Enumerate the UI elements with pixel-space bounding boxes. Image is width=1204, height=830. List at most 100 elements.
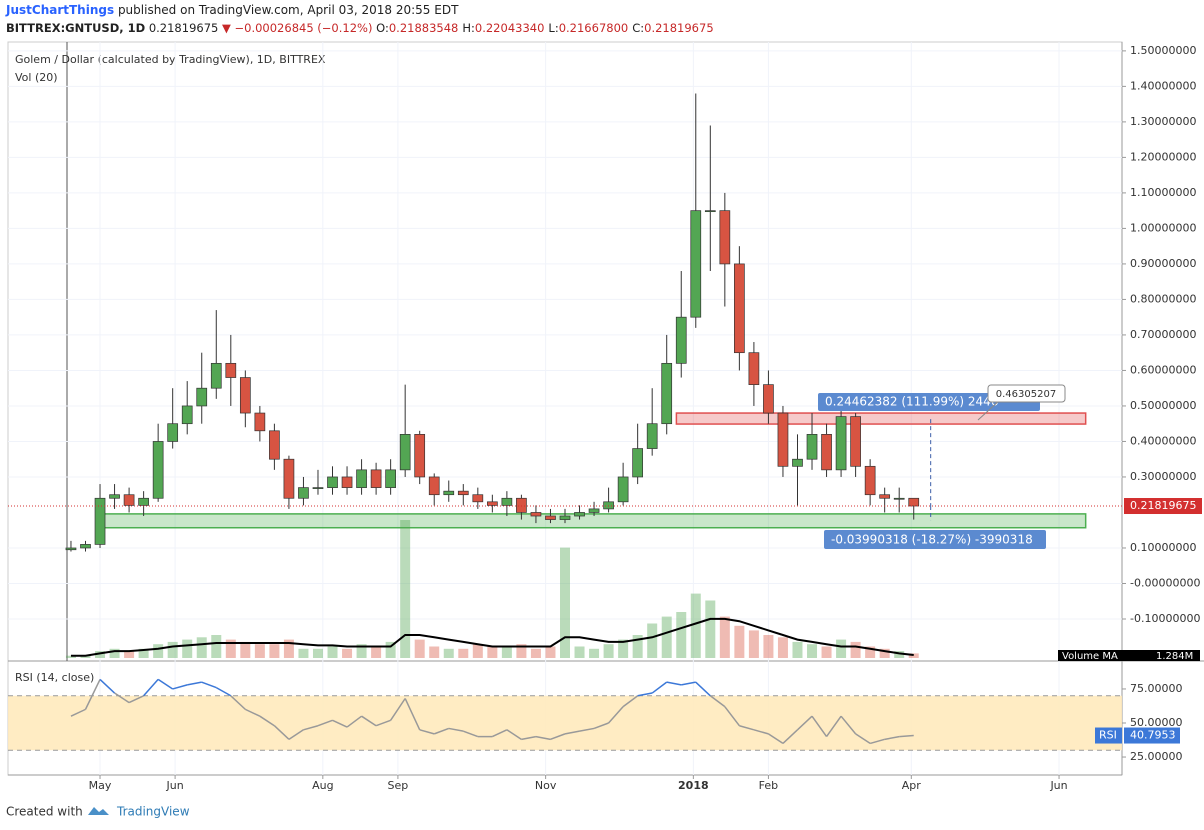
rsi-line — [361, 715, 377, 727]
y-tick-label: 0.70000000 — [1130, 328, 1196, 341]
rsi-line — [825, 715, 842, 738]
candle-body — [80, 544, 91, 549]
volume-bar — [574, 646, 585, 658]
rsi-line — [564, 730, 580, 735]
candle-body — [94, 497, 106, 545]
candle-body — [269, 430, 280, 460]
x-tick-label: 2018 — [678, 779, 709, 792]
rsi-line — [143, 678, 159, 697]
rsi-line — [99, 678, 116, 694]
candle-body — [893, 497, 905, 500]
candle-body — [239, 377, 251, 414]
ohlc: O:0.21883548 H:0.22043340 L:0.21667800 C:0.… — [376, 21, 718, 35]
rsi-line — [128, 695, 144, 704]
author[interactable]: JustChartThings — [6, 3, 115, 17]
rsi-line — [84, 679, 101, 710]
volume-bar — [879, 648, 890, 658]
candle-body — [864, 465, 876, 496]
last-price-tag — [1124, 498, 1202, 515]
ohlc-value: 0.22043340 — [474, 21, 545, 35]
candle-body — [777, 412, 789, 467]
volume-bar — [356, 644, 367, 658]
y-tick-label: -0.00000000 — [1130, 576, 1200, 589]
x-tick-label: Nov — [535, 779, 557, 792]
y-tick-label: 1.20000000 — [1130, 150, 1196, 163]
volume-bar — [850, 641, 861, 658]
measure-down-label: -0.03990318 (-18.27%) -3990318 — [831, 533, 1033, 547]
rsi-line — [869, 738, 885, 745]
candle-body — [675, 316, 687, 364]
ohlc-label: L: — [548, 21, 559, 35]
y-tick-label: 1.30000000 — [1130, 115, 1196, 128]
candle-body — [341, 476, 353, 488]
candle-body — [399, 434, 411, 471]
candle-body — [225, 362, 237, 378]
measure-up-box — [818, 393, 1040, 411]
x-tick-label: Feb — [759, 779, 778, 792]
volume-bar — [211, 635, 222, 658]
candle-body — [516, 497, 527, 513]
rsi-line — [506, 729, 522, 740]
volume-bar — [908, 653, 919, 658]
candle-body — [879, 494, 891, 499]
volume-bar — [516, 644, 527, 658]
candle-body — [472, 494, 484, 503]
volume-bar — [777, 637, 788, 658]
volume-bar — [763, 635, 774, 658]
candle-body — [748, 352, 760, 385]
rsi-line — [899, 734, 914, 738]
zone — [675, 412, 1087, 425]
candle-body — [356, 469, 367, 488]
volume-bar — [865, 646, 876, 658]
rsi-line — [608, 706, 624, 724]
rsi-line — [521, 735, 537, 741]
change: ▼ −0.00026845 (−0.12%) — [222, 21, 373, 35]
rsi-line — [375, 719, 391, 727]
rsi-line — [695, 681, 711, 697]
volume-bar — [443, 648, 454, 658]
footer-brand[interactable]: TradingView — [116, 805, 190, 819]
candle-body — [850, 416, 861, 467]
volume-bar — [792, 641, 803, 658]
volume-bar — [342, 648, 353, 658]
rsi-line — [550, 733, 566, 741]
rsi-line — [70, 708, 86, 717]
volume-bar — [240, 641, 251, 658]
measure-up-label: 0.24462382 (111.99%) 2446 — [825, 395, 998, 409]
candle-body — [109, 494, 120, 499]
volume-bar — [807, 644, 818, 658]
volume-ma-tag — [1058, 650, 1200, 661]
rsi-line — [709, 695, 726, 708]
volume-bar — [138, 648, 149, 658]
y-tick-label: 1.50000000 — [1130, 44, 1196, 57]
candle-body — [617, 476, 629, 503]
volume-bar — [167, 641, 178, 658]
ohlc-label: H: — [462, 21, 475, 35]
candle-body — [414, 434, 426, 478]
rsi-line — [346, 715, 363, 728]
candle-body — [327, 476, 338, 488]
rsi-line — [768, 733, 784, 745]
tv-logo — [88, 807, 109, 815]
rsi-name: RSI — [1099, 729, 1117, 742]
rsi-line — [463, 730, 479, 738]
candle-body — [588, 508, 600, 513]
callout-box — [987, 384, 1066, 403]
rsi-line — [753, 729, 769, 735]
y-tick-label: 0.60000000 — [1130, 363, 1196, 376]
candle-body — [486, 501, 498, 506]
candle-body — [690, 210, 702, 318]
candle-body — [704, 210, 716, 213]
rsi-line — [796, 715, 813, 731]
volume-bar — [530, 648, 541, 658]
rsi-y-tick-label: 75.00000 — [1130, 682, 1183, 695]
y-tick-label: 1.00000000 — [1130, 221, 1196, 234]
volume-ma-label: 1.284M — [1156, 651, 1193, 662]
candle-body — [370, 469, 382, 488]
rsi-line — [681, 681, 696, 686]
chart-title: Golem / Dollar (calculated by TradingVie… — [15, 53, 326, 66]
volume-bar — [153, 644, 164, 658]
candle-body — [646, 423, 658, 449]
